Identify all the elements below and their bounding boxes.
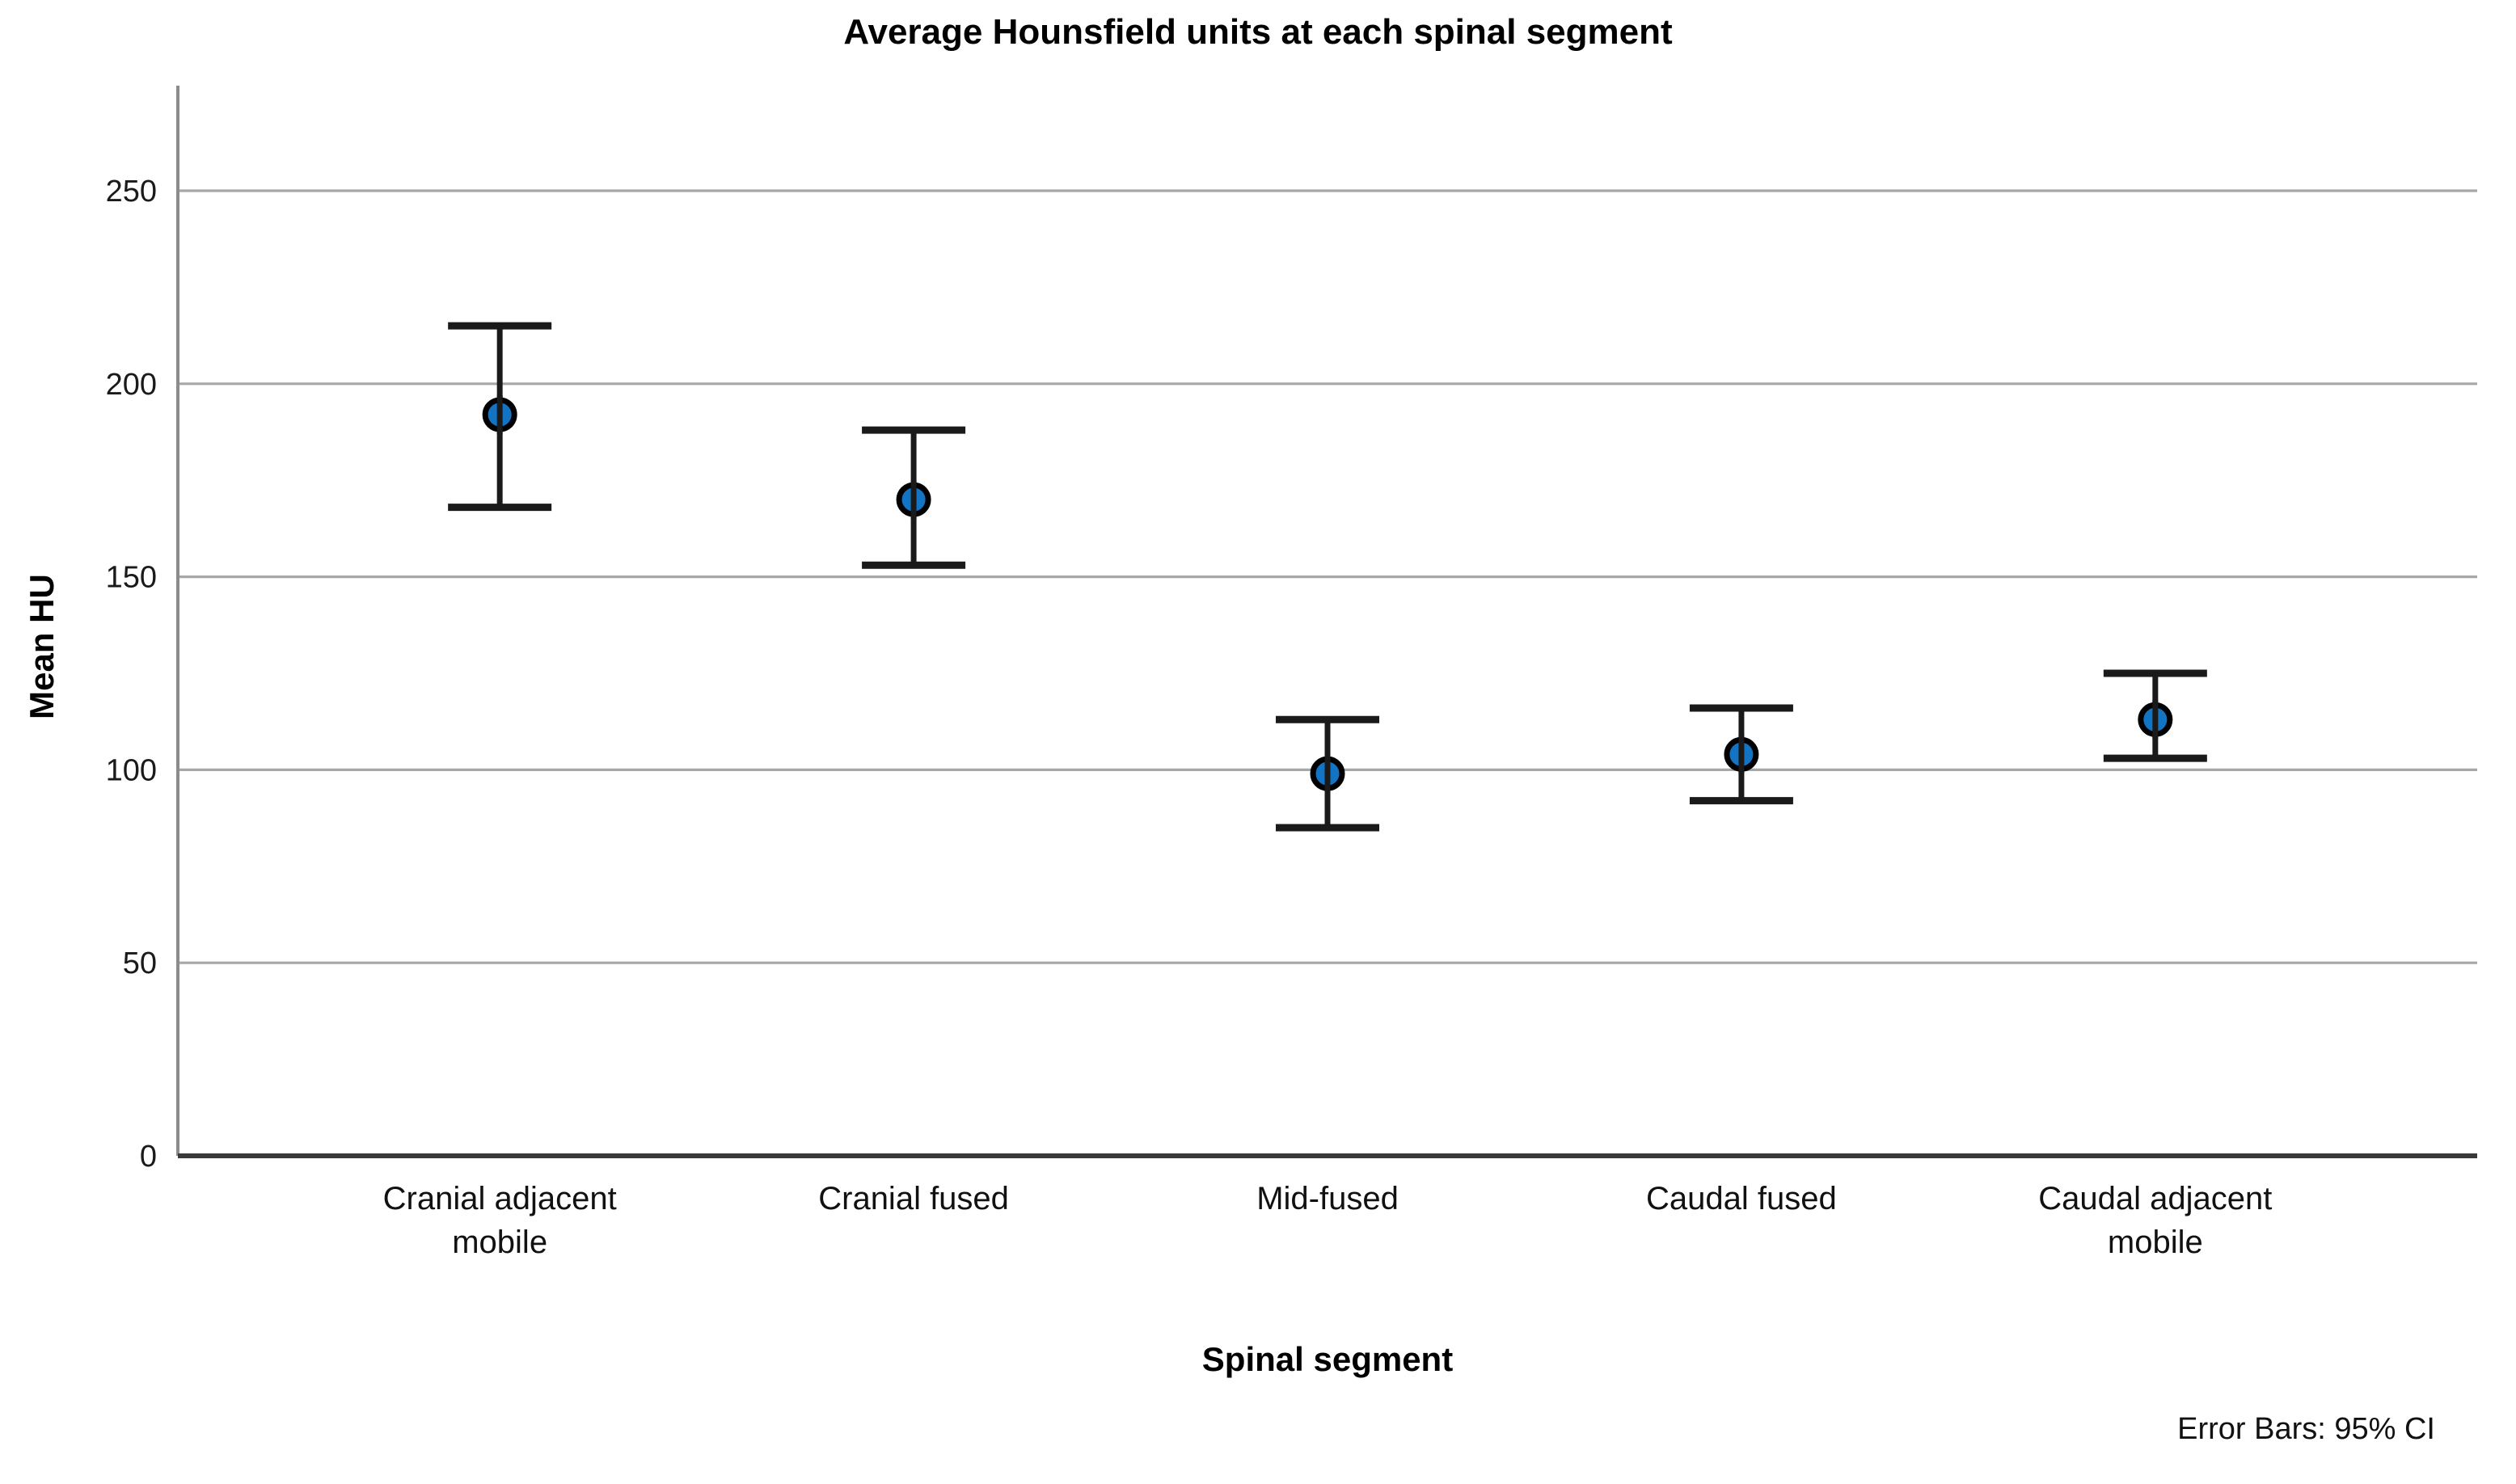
x-category-label: Cranial adjacent [383,1181,617,1216]
y-tick-label: 150 [106,561,157,595]
y-tick-label: 200 [106,368,157,402]
y-tick-label: 100 [106,753,157,787]
x-category-label: Cranial fused [818,1181,1009,1216]
error-bars-footnote: Error Bars: 95% CI [2177,1413,2435,1447]
x-category-label: Caudal adjacent [2038,1181,2272,1216]
x-axis-title: Spinal segment [1201,1342,1454,1379]
y-tick-label: 50 [123,946,157,980]
x-category-label: Caudal fused [1646,1181,1837,1216]
chart-title: Average Hounsfield units at each spinal … [843,11,1673,52]
y-tick-label: 0 [140,1140,157,1174]
x-category-label: mobile [452,1225,547,1260]
y-tick-label: 250 [106,175,157,209]
x-category-label: mobile [2108,1225,2203,1260]
x-category-label: Mid-fused [1256,1181,1399,1216]
